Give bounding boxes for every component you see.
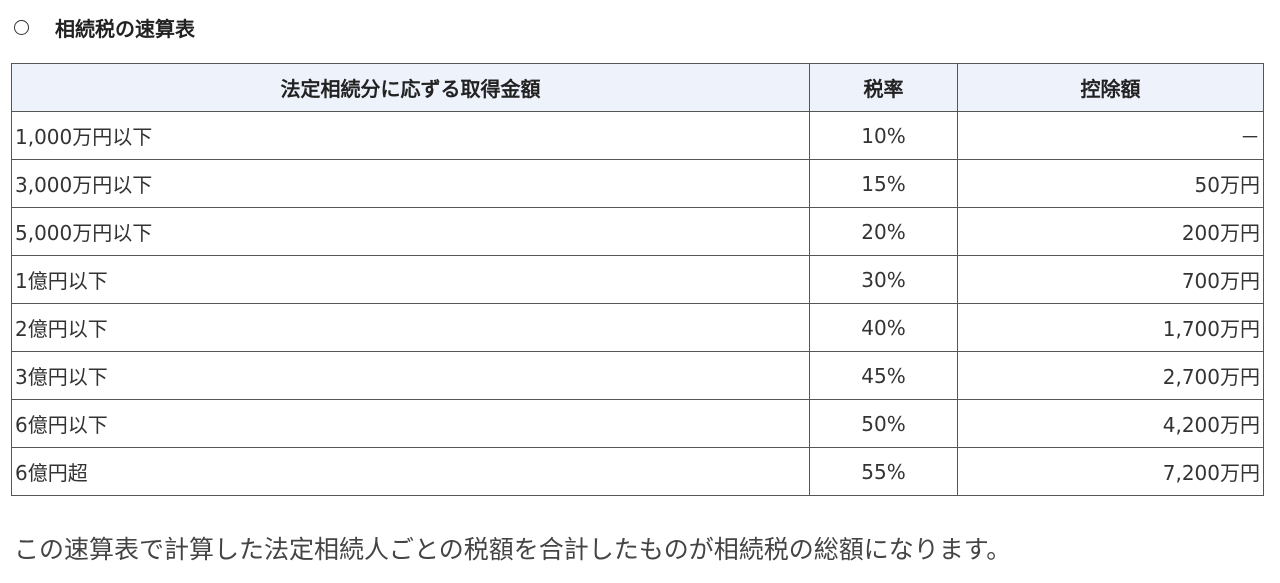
- rate-cell: 45%: [809, 351, 958, 400]
- amount-cell: 3,000万円以下: [11, 159, 810, 208]
- table-header-row: 法定相続分に応ずる取得金額 税率 控除額: [11, 63, 1264, 112]
- amount-cell: 1億円以下: [11, 255, 810, 304]
- circle-marker-icon: [14, 19, 29, 35]
- deduction-cell: 7,200万円: [957, 447, 1264, 496]
- deduction-cell: 2,700万円: [957, 351, 1264, 400]
- table-row: 3,000万円以下 15% 50万円: [11, 159, 1264, 208]
- section-title: 相続税の速算表: [55, 16, 195, 41]
- rate-cell: 20%: [809, 207, 958, 256]
- amount-cell: 5,000万円以下: [11, 207, 810, 256]
- amount-cell: 1,000万円以下: [11, 111, 810, 160]
- table-row: 1,000万円以下 10% －: [11, 111, 1264, 160]
- table-row: 3億円以下 45% 2,700万円: [11, 351, 1264, 400]
- amount-cell: 3億円以下: [11, 351, 810, 400]
- explanatory-note: この速算表で計算した法定相続人ごとの税額を合計したものが相続税の総額になります。: [14, 535, 1012, 564]
- rate-cell: 40%: [809, 303, 958, 352]
- deduction-cell: 200万円: [957, 207, 1264, 256]
- rate-cell: 50%: [809, 399, 958, 448]
- table-row: 6億円以下 50% 4,200万円: [11, 399, 1264, 448]
- table-row: 1億円以下 30% 700万円: [11, 255, 1264, 304]
- rate-cell: 30%: [809, 255, 958, 304]
- deduction-cell: －: [957, 111, 1264, 160]
- amount-cell: 6億円以下: [11, 399, 810, 448]
- table-row: 6億円超 55% 7,200万円: [11, 447, 1264, 496]
- rate-cell: 10%: [809, 111, 958, 160]
- header-deduction: 控除額: [957, 63, 1264, 112]
- header-acquisition-amount: 法定相続分に応ずる取得金額: [11, 63, 810, 112]
- table-row: 5,000万円以下 20% 200万円: [11, 207, 1264, 256]
- section-heading: 相続税の速算表: [14, 10, 195, 44]
- deduction-cell: 1,700万円: [957, 303, 1264, 352]
- deduction-cell: 700万円: [957, 255, 1264, 304]
- inheritance-tax-quick-table: 法定相続分に応ずる取得金額 税率 控除額 1,000万円以下 10% － 3,0…: [11, 63, 1264, 496]
- amount-cell: 2億円以下: [11, 303, 810, 352]
- header-tax-rate: 税率: [809, 63, 958, 112]
- table-row: 2億円以下 40% 1,700万円: [11, 303, 1264, 352]
- deduction-cell: 4,200万円: [957, 399, 1264, 448]
- rate-cell: 15%: [809, 159, 958, 208]
- rate-cell: 55%: [809, 447, 958, 496]
- deduction-cell: 50万円: [957, 159, 1264, 208]
- amount-cell: 6億円超: [11, 447, 810, 496]
